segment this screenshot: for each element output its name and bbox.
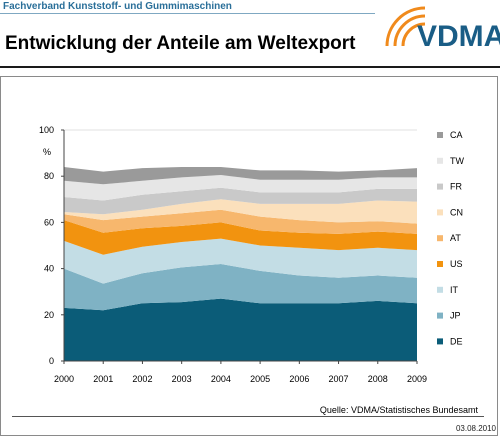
legend-swatch-us bbox=[437, 261, 443, 267]
legend-label-de: DE bbox=[450, 336, 463, 346]
area-series-ca bbox=[64, 167, 417, 185]
area-series-fr bbox=[64, 187, 417, 215]
x-tick-label: 2001 bbox=[93, 374, 113, 384]
vdma-logo: VDMA bbox=[381, 2, 500, 64]
source-note: Quelle: VDMA/Statistisches Bundesamt bbox=[319, 405, 478, 415]
logo-arcs-icon bbox=[385, 6, 426, 47]
x-tick-label: 2009 bbox=[407, 374, 427, 384]
legend-swatch-it bbox=[437, 286, 443, 293]
legend-label-tw: TW bbox=[450, 156, 464, 166]
legend-label-it: IT bbox=[450, 285, 459, 295]
header-rule bbox=[0, 13, 375, 14]
area-series-us bbox=[64, 220, 417, 255]
x-tick-label: 2006 bbox=[289, 374, 309, 384]
legend-swatch-tw bbox=[437, 157, 443, 164]
x-tick-label: 2002 bbox=[132, 374, 152, 384]
area-series-cn bbox=[64, 199, 417, 224]
area-series-tw bbox=[64, 175, 417, 201]
x-tick-label: 2008 bbox=[368, 374, 388, 384]
area-series-at bbox=[64, 209, 417, 234]
chart-frame bbox=[0, 76, 498, 436]
legend-swatch-cn bbox=[437, 209, 443, 216]
legend-swatch-jp bbox=[437, 312, 443, 319]
date-stamp: 03.08.2010 bbox=[455, 424, 496, 433]
y-tick-label: 100 bbox=[39, 125, 54, 135]
legend-label-ca: CA bbox=[450, 130, 463, 140]
x-tick-label: 2005 bbox=[250, 374, 270, 384]
y-tick-label: 60 bbox=[44, 217, 54, 227]
legend-swatch-de bbox=[437, 338, 443, 345]
area-series-jp bbox=[64, 264, 417, 311]
x-tick-label: 2000 bbox=[54, 374, 74, 384]
area-series-de bbox=[64, 298, 417, 361]
title-rule bbox=[0, 66, 500, 68]
legend-label-fr: FR bbox=[450, 182, 462, 192]
x-tick-label: 2004 bbox=[211, 374, 231, 384]
y-tick-label: 0 bbox=[49, 356, 54, 366]
legend-label-us: US bbox=[450, 259, 463, 269]
legend-label-cn: CN bbox=[450, 207, 463, 217]
legend-swatch-fr bbox=[437, 183, 443, 190]
y-axis-unit: % bbox=[43, 147, 51, 157]
legend-label-jp: JP bbox=[450, 311, 461, 321]
area-series-it bbox=[64, 238, 417, 284]
legend-swatch-at bbox=[437, 235, 443, 242]
logo-text: VDMA bbox=[417, 20, 500, 53]
page-title: Entwicklung der Anteile am Weltexport bbox=[5, 33, 356, 54]
y-tick-label: 20 bbox=[44, 310, 54, 320]
legend-label-at: AT bbox=[450, 233, 461, 243]
y-tick-label: 40 bbox=[44, 264, 54, 274]
y-tick-label: 80 bbox=[44, 171, 54, 181]
source-rule bbox=[12, 416, 484, 417]
x-tick-label: 2003 bbox=[172, 374, 192, 384]
legend-swatch-ca bbox=[437, 132, 443, 138]
organization-name: Fachverband Kunststoff- und Gummimaschin… bbox=[3, 1, 232, 12]
x-tick-label: 2007 bbox=[329, 374, 349, 384]
